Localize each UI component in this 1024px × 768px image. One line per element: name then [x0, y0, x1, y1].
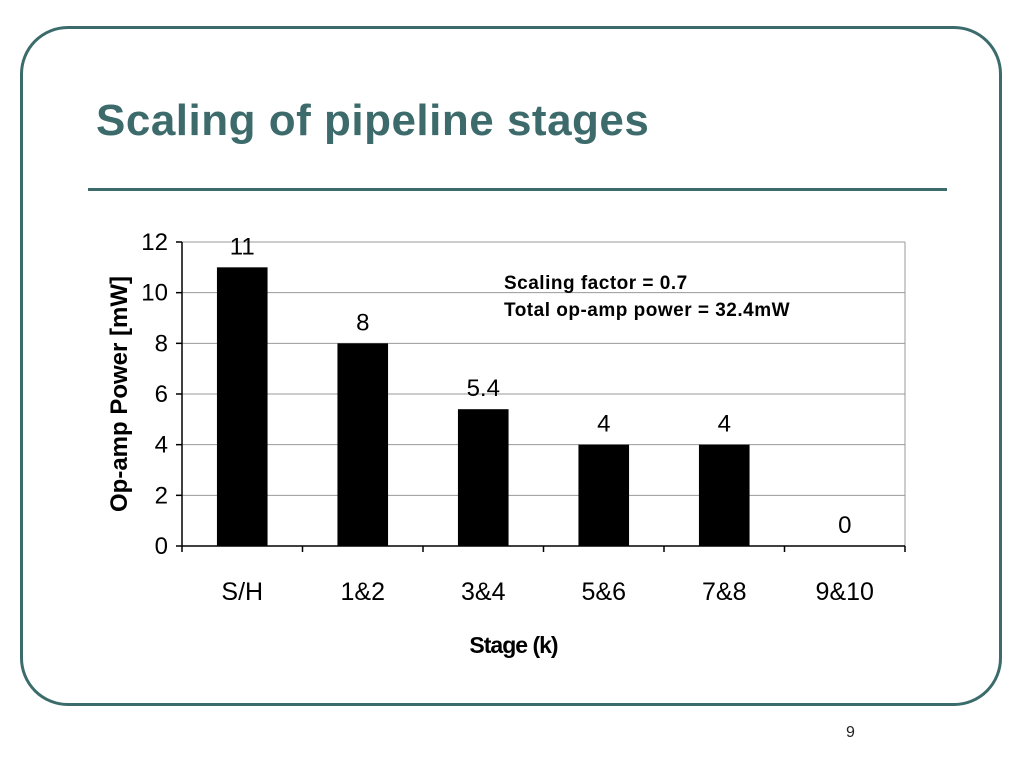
data-label: 5.4: [467, 375, 500, 402]
data-label: 4: [718, 411, 731, 438]
y-tick-label: 4: [155, 432, 168, 459]
x-tick-label: S/H: [221, 578, 263, 606]
x-tick-label: 1&2: [341, 578, 385, 606]
y-tick-labels: 0 2 4 6 8 10 12: [141, 229, 168, 560]
slide-frame: [20, 26, 1002, 706]
slide-number: 9: [846, 724, 855, 741]
bar-3&4: [457, 409, 509, 546]
bar-5&6: [578, 444, 630, 546]
annotation-total-power: Total op-amp power = 32.4mW: [504, 300, 790, 321]
data-label: 4: [597, 411, 610, 438]
x-tick-label: 9&10: [816, 578, 874, 606]
x-axis-label: Stage (k): [469, 632, 557, 658]
gridlines: [182, 241, 906, 546]
y-tick-label: 12: [141, 229, 168, 256]
title-divider: [88, 188, 947, 191]
x-tick-label: 7&8: [702, 578, 746, 606]
y-tick-label: 0: [155, 533, 168, 560]
y-tick-label: 8: [155, 330, 168, 357]
data-label: 8: [356, 309, 369, 336]
slide-title: Scaling of pipeline stages: [96, 96, 650, 145]
x-tick-labels: S/H 1&2 3&4 5&6 7&8 9&10: [221, 578, 874, 606]
axes: [176, 241, 906, 552]
y-axis-label: Op-amp Power [mW]: [106, 276, 133, 512]
x-tick-label: 3&4: [461, 578, 506, 606]
y-tick-label: 10: [141, 280, 168, 307]
annotation-scaling-factor: Scaling factor = 0.7: [504, 273, 688, 294]
bars: [216, 267, 750, 546]
data-label: 11: [230, 233, 255, 260]
x-tick-label: 5&6: [582, 578, 626, 606]
data-labels: 11 8 5.4 4 4 0: [230, 233, 852, 539]
bar-7&8: [698, 444, 750, 546]
data-label: 0: [838, 512, 851, 539]
y-tick-label: 6: [155, 381, 168, 408]
y-tick-label: 2: [155, 482, 168, 509]
bar-S/H: [216, 267, 268, 546]
bar-1&2: [337, 343, 389, 546]
